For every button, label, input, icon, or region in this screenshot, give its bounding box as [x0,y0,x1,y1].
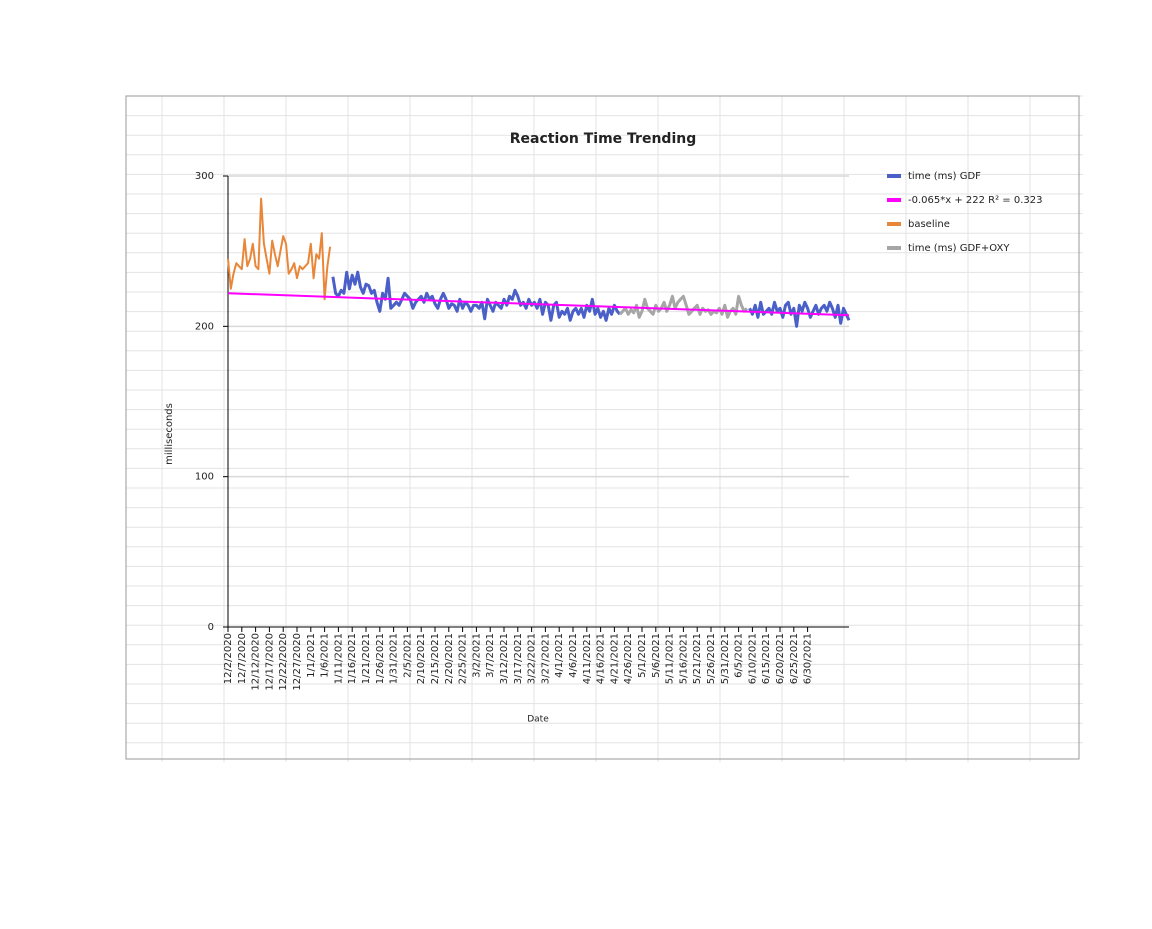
x-tick-label: 4/1/2021 [554,633,565,678]
x-tick-label: 12/7/2020 [237,633,248,684]
x-tick-label: 5/6/2021 [651,633,662,678]
x-tick-label: 5/21/2021 [692,633,703,684]
x-tick-label: 5/16/2021 [678,633,689,684]
x-tick-label: 2/15/2021 [430,633,441,684]
x-tick-label: 4/21/2021 [609,633,620,684]
chart-frame [125,95,1080,760]
x-tick-label: 12/12/2020 [251,633,262,691]
y-axis-label: milliseconds [164,403,175,465]
legend-label: time (ms) GDF+OXY [908,243,1010,254]
x-tick-label: 4/6/2021 [568,633,579,678]
legend-swatch [887,174,901,178]
x-tick-label: 2/20/2021 [444,633,455,684]
x-tick-label: 4/26/2021 [623,633,634,684]
legend-label: time (ms) GDF [908,171,981,182]
legend-label: -0.065*x + 222 R² = 0.323 [908,195,1042,206]
x-tick-label: 5/31/2021 [720,633,731,684]
x-tick-label: 1/1/2021 [306,633,317,678]
legend-swatch [887,222,901,226]
x-tick-label: 6/15/2021 [761,633,772,684]
x-tick-label: 4/16/2021 [596,633,607,684]
x-tick-label: 1/11/2021 [333,633,344,684]
x-axis-label: Date [527,715,549,725]
x-tick-label: 3/12/2021 [499,633,510,684]
y-tick-label: 0 [208,622,214,633]
x-tick-label: 3/22/2021 [527,633,538,684]
x-tick-label: 6/25/2021 [789,633,800,684]
x-tick-label: 5/1/2021 [637,633,648,678]
x-tick-label: 3/17/2021 [513,633,524,684]
x-tick-label: 1/16/2021 [347,633,358,684]
x-tick-label: 3/2/2021 [471,633,482,678]
x-tick-label: 1/6/2021 [320,633,331,678]
series-line [227,197,332,301]
legend-swatch [887,246,901,250]
x-tick-label: 6/5/2021 [734,633,745,678]
y-tick-label: 100 [195,472,214,483]
x-tick-label: 2/5/2021 [402,633,413,678]
x-tick-label: 6/30/2021 [803,633,814,684]
x-tick-label: 1/26/2021 [375,633,386,684]
series-line [618,294,748,319]
y-tick-label: 200 [195,321,214,332]
trend-line [227,292,850,317]
spreadsheet-grid [126,95,1083,762]
x-tick-label: 12/2/2020 [223,633,234,684]
x-tick-label: 1/21/2021 [361,633,372,684]
x-tick-label: 5/11/2021 [665,633,676,684]
x-tick-label: 3/7/2021 [485,633,496,678]
x-tick-label: 1/31/2021 [389,633,400,684]
y-tick-label: 300 [195,171,214,182]
legend-swatch [887,198,901,202]
x-tick-label: 12/27/2020 [292,633,303,691]
legend-label: baseline [908,219,950,230]
chart-title: Reaction Time Trending [510,131,696,147]
x-tick-label: 6/20/2021 [775,633,786,684]
x-tick-label: 2/10/2021 [416,633,427,684]
x-tick-label: 12/17/2020 [264,633,275,691]
x-tick-label: 2/25/2021 [458,633,469,684]
x-tick-label: 5/26/2021 [706,633,717,684]
x-tick-label: 4/11/2021 [582,633,593,684]
x-tick-label: 6/10/2021 [747,633,758,684]
x-tick-label: 12/22/2020 [278,633,289,691]
x-tick-label: 3/27/2021 [540,633,551,684]
